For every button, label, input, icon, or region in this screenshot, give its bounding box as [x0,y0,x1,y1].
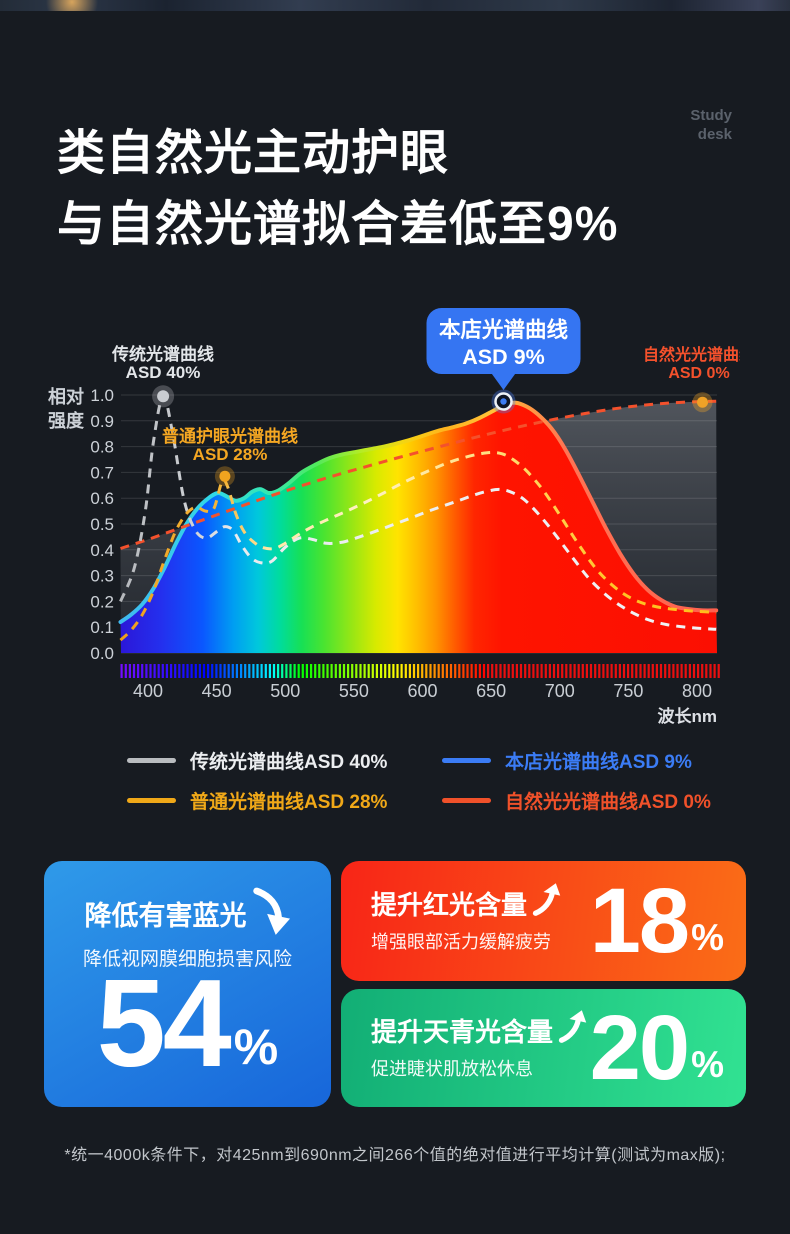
svg-text:0.6: 0.6 [90,489,114,508]
card-cyan-light-boost: 提升天青光含量 促进睫状肌放松休息 20 % [341,989,746,1107]
store-spectrum-area [120,402,717,653]
legend-label-traditional: 传统光谱曲线ASD 40% [190,751,388,773]
card-value: 54 % [96,955,279,1093]
x-axis-title: 波长nm [658,706,718,726]
svg-text:550: 550 [339,681,369,701]
svg-text:ASD 0%: ASD 0% [668,365,729,382]
callout-natural: 自然光光谱曲线ASD 0% [643,345,755,382]
card-red-light-boost: 提升红光含量 增强眼部活力缓解疲劳 18 % [341,861,746,981]
svg-text:ASD 40%: ASD 40% [126,363,201,382]
legend-item-common: 普通光谱曲线ASD 28% [127,788,388,813]
svg-text:本店光谱曲线: 本店光谱曲线 [439,317,569,342]
svg-text:传统光谱曲线: 传统光谱曲线 [111,344,214,364]
page-title-line2: 与自然光谱拟合差低至9% [57,198,619,252]
card-value-unit: % [233,1019,279,1075]
card-title-row: 提升红光含量 [371,882,562,921]
brand-line1: Study [690,107,732,124]
svg-text:0.7: 0.7 [90,463,114,482]
svg-text:自然光光谱曲线: 自然光光谱曲线 [643,345,740,364]
svg-text:1.0: 1.0 [90,386,114,405]
card-text-block: 提升天青光含量 促进睫状肌放松休息 [371,1009,588,1081]
svg-text:800: 800 [682,681,712,701]
svg-text:750: 750 [613,681,643,701]
card-value-unit: % [691,917,724,958]
up-arrow-icon [532,882,561,916]
card-title: 提升天青光含量 [371,1016,554,1047]
traditional-curve [119,394,717,631]
card-blue-light-reduction: 降低有害蓝光 降低视网膜细胞损害风险 54 % [44,861,331,1107]
svg-text:0.8: 0.8 [90,438,114,457]
svg-text:450: 450 [202,681,232,701]
svg-text:0.2: 0.2 [90,592,114,611]
marker-common [214,466,235,487]
legend-label-common: 普通光谱曲线ASD 28% [190,791,388,813]
spectrum-chart: 传统光谱曲线 ASD 40% 普通护眼光谱曲线 ASD 28% 本店光谱曲线 ASD 9%… [40,300,755,735]
legend-swatch-store [442,757,491,763]
svg-text:0.3: 0.3 [90,567,114,586]
legend-swatch-common [127,797,176,803]
legend-label-store: 本店光谱曲线ASD 9% [505,751,692,773]
page-title: 类自然光主动护眼与自然光谱拟合差低至9% [57,118,618,260]
card-subtitle: 增强眼部活力缓解疲劳 [371,931,551,952]
svg-text:0.1: 0.1 [90,618,114,637]
callout-store: 本店光谱曲线 ASD 9% [426,308,581,390]
card-subtitle: 降低视网膜细胞损害风险 [82,949,292,970]
svg-text:0.0: 0.0 [90,644,114,663]
svg-text:650: 650 [476,681,506,701]
common-curve [119,450,717,642]
marker-store [491,389,516,414]
down-arrow-icon [252,887,290,935]
legend-label-natural: 自然光光谱曲线ASD 0% [505,791,711,813]
footnote: *统一4000k条件下，对425nm到690nm之间266个值的绝对值进行平均计… [64,1147,726,1164]
svg-text:0.4: 0.4 [90,541,114,560]
svg-text:600: 600 [407,681,437,701]
legend-swatch-traditional [127,757,176,763]
legend-swatch-natural [442,797,491,803]
svg-text:700: 700 [545,681,575,701]
card-title: 降低有害蓝光 [84,901,247,931]
y-axis-labels: 1.0 0.9 0.8 0.7 0.6 0.5 0.4 0.3 0.2 0.1 0.0 [90,386,114,663]
marker-traditional [152,385,175,408]
brand-line2: desk [697,126,732,143]
card-value: 18 % [589,870,724,972]
card-value-unit: % [691,1044,724,1085]
svg-text:ASD 28%: ASD 28% [193,445,268,464]
card-value-number: 18 [589,870,690,972]
card-value-number: 54 [96,955,232,1093]
card-title-row: 降低有害蓝光 [84,887,291,935]
svg-text:ASD 9%: ASD 9% [462,345,544,369]
legend-item-natural: 自然光光谱曲线ASD 0% [442,788,711,813]
x-axis-labels: 400 450 500 550 600 650 700 750 800 波长nm [133,681,717,726]
svg-text:500: 500 [270,681,300,701]
svg-text:相对: 相对 [48,386,84,407]
card-value-number: 20 [589,997,690,1099]
svg-text:400: 400 [133,681,163,701]
brand-watermark: Study desk [690,106,732,144]
store-spectrum-edge [118,400,719,624]
card-title: 提升红光含量 [371,889,528,920]
card-subtitle: 促进睫状肌放松休息 [371,1058,533,1079]
up-arrow-icon [558,1009,587,1043]
svg-text:强度: 强度 [48,410,85,431]
callout-traditional: 传统光谱曲线ASD 40% [111,344,214,382]
page-title-line1: 类自然光主动护眼 [57,127,450,181]
marker-natural [692,392,713,413]
card-value: 20 % [589,997,724,1099]
svg-text:普通护眼光谱曲线: 普通护眼光谱曲线 [162,426,298,446]
legend-item-store: 本店光谱曲线ASD 9% [442,748,692,773]
wavelength-tick-strip [120,664,720,678]
svg-text:0.9: 0.9 [90,412,114,431]
card-text-block: 提升红光含量 增强眼部活力缓解疲劳 [371,882,562,954]
legend-item-traditional: 传统光谱曲线ASD 40% [127,748,388,773]
card-title-row: 提升天青光含量 [371,1009,588,1048]
previous-section-edge [0,0,790,11]
svg-text:0.5: 0.5 [90,515,114,534]
